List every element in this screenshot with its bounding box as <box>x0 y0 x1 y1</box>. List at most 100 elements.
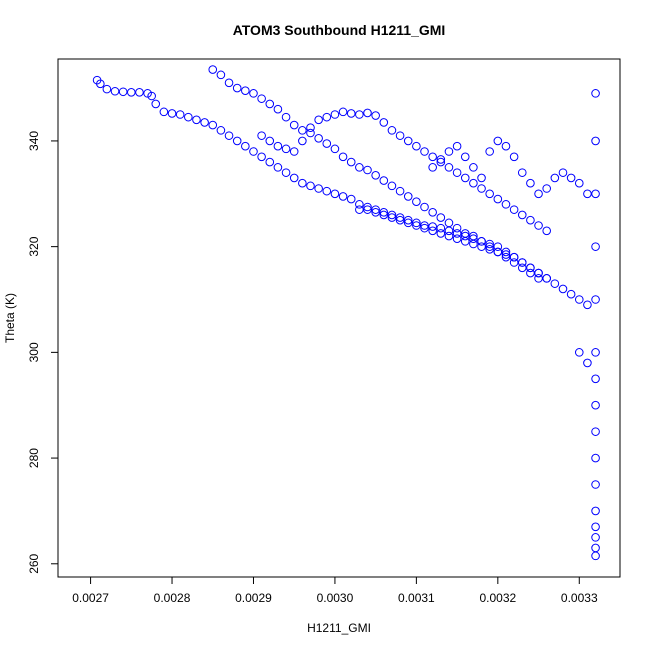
data-point <box>591 453 600 463</box>
data-point <box>444 218 454 228</box>
data-point <box>118 87 128 97</box>
data-point <box>558 284 568 294</box>
data-point <box>241 141 250 151</box>
data-point <box>208 65 218 74</box>
data-point <box>355 110 364 119</box>
x-tick-label: 0.0031 <box>398 591 435 605</box>
data-point <box>395 186 405 196</box>
data-point <box>403 215 413 225</box>
data-point <box>355 200 364 209</box>
data-point <box>591 348 600 357</box>
data-point <box>403 218 413 228</box>
data-point <box>371 111 380 120</box>
data-point <box>460 229 470 238</box>
data-point <box>379 176 389 185</box>
data-point <box>534 274 543 283</box>
data-point <box>542 184 552 193</box>
data-point <box>322 112 332 122</box>
y-tick-label: 260 <box>27 553 41 573</box>
x-tick-label: 0.0027 <box>72 591 109 605</box>
data-point <box>477 242 486 251</box>
data-point <box>403 192 413 201</box>
plot-frame <box>57 58 621 578</box>
data-point <box>371 207 380 217</box>
data-point <box>469 231 478 241</box>
data-point <box>338 192 348 201</box>
data-point <box>281 144 291 154</box>
data-point <box>591 136 600 146</box>
data-point <box>289 120 299 130</box>
data-point <box>574 348 584 357</box>
data-point <box>591 295 600 304</box>
data-point <box>232 83 242 93</box>
x-axis: 0.0027 0.0028 0.0029 0.0030 0.0031 0.0032 0.00… <box>72 576 598 605</box>
data-point <box>460 152 470 162</box>
data-point <box>346 109 356 118</box>
data-point <box>395 213 405 222</box>
data-point <box>452 168 462 177</box>
data-point <box>469 178 478 188</box>
x-tick-label: 0.0028 <box>154 591 191 605</box>
data-point <box>591 427 600 436</box>
data-point <box>428 152 437 162</box>
data-point <box>460 231 470 241</box>
data-point <box>346 194 356 204</box>
data-point <box>403 136 413 146</box>
data-point <box>591 374 600 384</box>
data-point <box>127 88 136 97</box>
data-point <box>591 543 600 553</box>
data-point <box>412 197 421 207</box>
data-point <box>151 99 161 109</box>
data-point <box>574 295 584 304</box>
data-point <box>517 263 527 273</box>
data-point <box>224 78 234 88</box>
data-point <box>501 200 511 209</box>
data-point <box>566 289 576 299</box>
data-point <box>591 480 600 489</box>
data-point <box>444 226 454 236</box>
chart-title: ATOM3 Southbound H1211_GMI <box>233 22 446 38</box>
data-point <box>257 131 266 140</box>
data-point <box>330 189 340 199</box>
data-point <box>314 184 323 193</box>
data-point <box>550 279 560 288</box>
data-point <box>298 136 307 146</box>
data-point <box>534 189 543 199</box>
data-point <box>371 170 380 180</box>
data-point <box>452 223 462 233</box>
data-point <box>363 205 372 214</box>
data-point <box>583 358 592 368</box>
data-point <box>387 210 397 220</box>
data-point <box>591 89 600 98</box>
data-point <box>192 115 201 125</box>
y-tick-label: 340 <box>27 131 41 151</box>
data-point <box>517 168 527 177</box>
data-point <box>412 218 421 228</box>
data-point <box>558 168 568 177</box>
data-point <box>363 108 372 118</box>
y-axis: 260 280 300 320 340 <box>27 131 59 574</box>
y-tick-label: 320 <box>27 236 41 256</box>
data-point <box>314 133 323 143</box>
y-axis-label: Theta (K) <box>3 293 17 343</box>
data-point <box>469 163 478 172</box>
data-point <box>257 94 266 103</box>
data-point <box>517 210 527 220</box>
data-point <box>232 136 242 146</box>
data-point <box>110 86 120 96</box>
data-point <box>493 136 503 146</box>
x-tick-label: 0.0032 <box>479 591 516 605</box>
data-point <box>526 268 535 278</box>
data-point <box>517 258 527 267</box>
data-point <box>493 242 503 251</box>
data-point <box>241 86 250 96</box>
data-point <box>216 126 226 135</box>
data-point <box>338 107 348 117</box>
data-point <box>436 213 446 222</box>
data-point <box>542 226 552 236</box>
data-point <box>395 215 405 225</box>
data-point <box>574 178 584 188</box>
data-point <box>509 152 519 162</box>
data-point <box>306 181 315 191</box>
data-point <box>355 163 364 172</box>
